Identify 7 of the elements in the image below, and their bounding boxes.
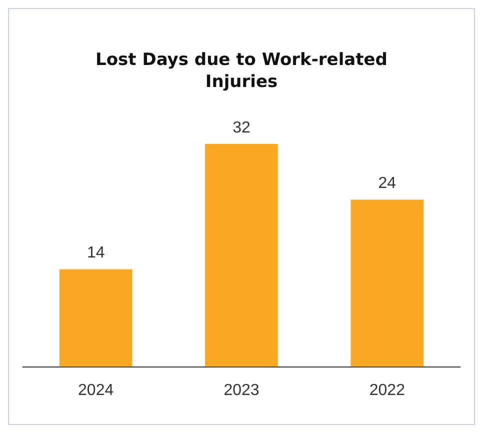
chart-title: Lost Days due to Work-related Injuries [94,49,388,93]
data-label: 24 [378,175,396,192]
x-tick-label: 2023 [224,382,260,399]
data-label: 32 [232,119,250,136]
x-tick-label: 2022 [369,382,406,399]
data-label: 14 [86,244,105,262]
x-tick-label: 2024 [78,382,114,399]
